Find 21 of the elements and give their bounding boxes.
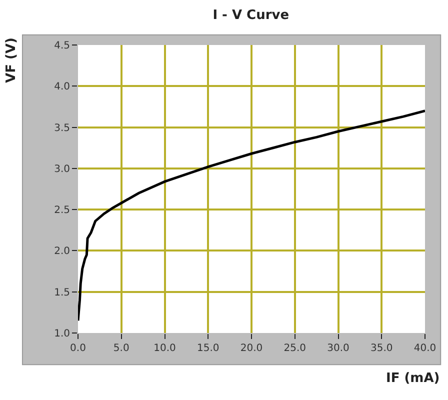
- y-tick-label: 2.5: [54, 205, 70, 216]
- y-tick-label: 4.0: [54, 82, 70, 93]
- x-tick-label: 20.0: [240, 343, 263, 354]
- x-tick-label: 15.0: [196, 343, 220, 354]
- y-tick-label: 3.0: [54, 164, 70, 175]
- x-tick-label: 35.0: [370, 343, 393, 354]
- y-axis-title: VF (V): [4, 38, 20, 83]
- line-series: [78, 110, 425, 322]
- x-tick-label: 5.0: [113, 343, 130, 354]
- x-tick-label: 0.0: [70, 343, 86, 354]
- x-tick-label: 25.0: [284, 343, 306, 354]
- y-tick-label: 2.0: [54, 246, 70, 258]
- y-tick-label: 4.5: [54, 40, 70, 52]
- x-tick-label: 10.0: [154, 343, 176, 354]
- y-tick-label: 1.0: [54, 328, 70, 340]
- y-tick-label: 1.5: [54, 287, 70, 298]
- chart-title: I - V Curve: [212, 8, 290, 24]
- x-axis-title: IF (mA): [386, 371, 440, 386]
- y-tick-label: 3.5: [54, 122, 70, 134]
- x-tick-label: 30.0: [327, 343, 350, 354]
- x-tick-label: 40.0: [414, 343, 436, 354]
